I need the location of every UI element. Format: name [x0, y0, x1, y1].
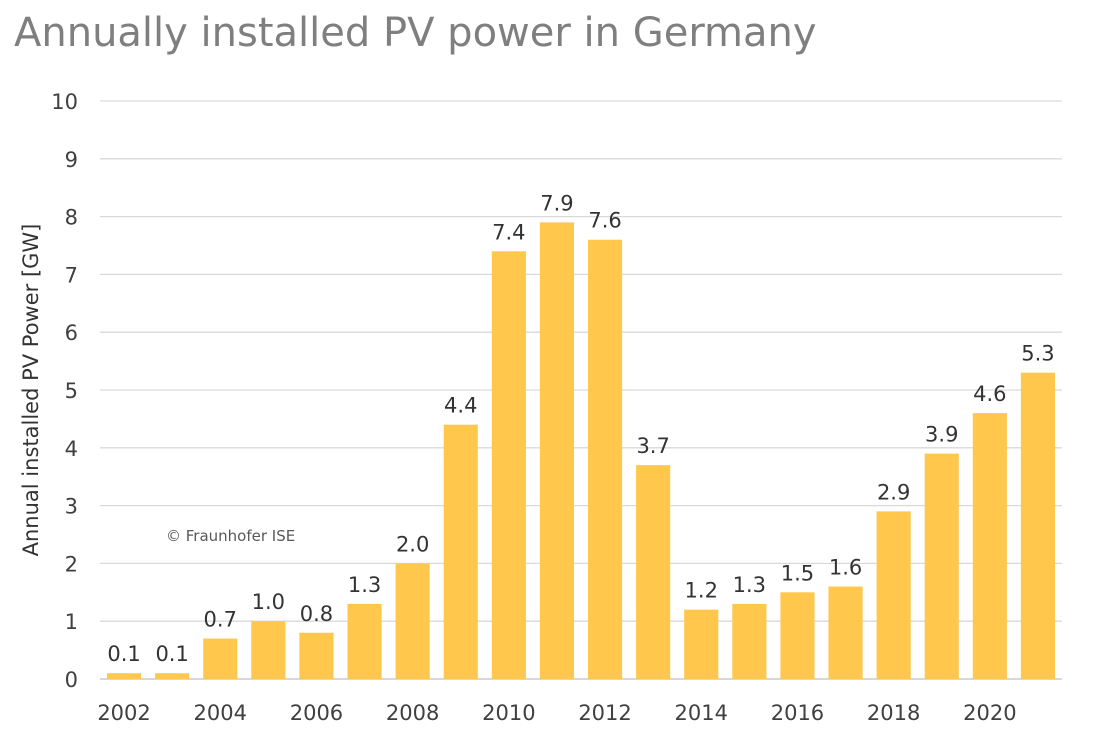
data-label-2019: 3.9	[925, 423, 958, 447]
bar-2020	[972, 413, 1007, 679]
bars	[106, 222, 1056, 679]
bar-2015	[732, 603, 767, 679]
y-tick-label: 0	[65, 668, 78, 692]
data-label-2020: 4.6	[973, 382, 1006, 406]
x-tick-label: 2006	[290, 701, 343, 725]
x-tick-label: 2002	[97, 701, 150, 725]
bar-2007	[347, 603, 382, 679]
y-tick-label: 2	[65, 552, 78, 576]
data-label-2011: 7.9	[540, 191, 573, 215]
x-tick-label: 2020	[963, 701, 1016, 725]
gridlines	[100, 100, 1062, 680]
x-tick-label: 2014	[675, 701, 728, 725]
data-label-2005: 1.0	[252, 590, 285, 614]
y-tick-label: 3	[65, 495, 78, 519]
bar-2011	[539, 222, 575, 679]
x-tick-label: 2010	[482, 701, 535, 725]
bar-2002	[106, 673, 142, 679]
data-label-2012: 7.6	[588, 209, 621, 233]
bar-2018	[876, 511, 911, 679]
y-tick-label: 10	[51, 90, 78, 114]
bar-2008	[395, 563, 430, 679]
data-label-2006: 0.8	[300, 602, 333, 626]
data-label-2009: 4.4	[444, 394, 477, 418]
bar-2005	[251, 621, 286, 679]
y-axis-label: Annual installed PV Power [GW]	[19, 224, 43, 557]
bar-2014	[684, 609, 719, 679]
chart-title: Annually installed PV power in Germany	[14, 10, 817, 56]
y-tick-label: 1	[65, 610, 78, 634]
x-tick-label: 2012	[578, 701, 631, 725]
data-label-2017: 1.6	[829, 556, 862, 580]
y-axis-ticks: 0 1 2 3 4 5 6 7 8 9 10	[51, 90, 78, 692]
data-label-2008: 2.0	[396, 532, 429, 556]
y-tick-label: 5	[65, 379, 78, 403]
bar-2004	[203, 638, 238, 679]
bar-2016	[780, 592, 815, 679]
x-tick-label: 2004	[194, 701, 247, 725]
data-labels: 0.1 0.1 0.7 1.0 0.8 1.3 2.0 4.4 7.4 7.9 7.6 3.7 1.2 1…	[107, 191, 1054, 666]
data-label-2010: 7.4	[492, 220, 525, 244]
bar-2006	[299, 632, 334, 679]
data-label-2015: 1.3	[733, 573, 766, 597]
data-label-2003: 0.1	[155, 642, 188, 666]
data-label-2014: 1.2	[685, 579, 718, 603]
y-tick-label: 9	[65, 148, 78, 172]
data-label-2018: 2.9	[877, 480, 910, 504]
bar-2019	[924, 453, 959, 679]
x-tick-label: 2016	[771, 701, 824, 725]
bar-2012	[587, 239, 623, 679]
data-label-2016: 1.5	[781, 561, 814, 585]
x-tick-label: 2008	[386, 701, 439, 725]
data-label-2007: 1.3	[348, 573, 381, 597]
y-tick-label: 8	[65, 206, 78, 230]
data-label-2004: 0.7	[204, 608, 237, 632]
data-label-2002: 0.1	[107, 642, 140, 666]
data-label-2021: 5.3	[1021, 342, 1054, 366]
x-axis-ticks: 2002 2004 2006 2008 2010 2012 2014 2016 2018 2020	[97, 701, 1016, 725]
y-tick-label: 6	[65, 321, 78, 345]
bar-2010	[491, 251, 526, 679]
bar-2003	[155, 673, 190, 679]
y-tick-label: 4	[65, 437, 78, 461]
x-tick-label: 2018	[867, 701, 920, 725]
bar-2013	[636, 465, 671, 679]
credit-text: © Fraunhofer ISE	[166, 527, 295, 545]
bar-2017	[828, 586, 863, 679]
y-tick-label: 7	[65, 263, 78, 287]
bar-2021	[1020, 372, 1056, 679]
data-label-2013: 3.7	[636, 434, 669, 458]
bar-2009	[443, 424, 478, 679]
